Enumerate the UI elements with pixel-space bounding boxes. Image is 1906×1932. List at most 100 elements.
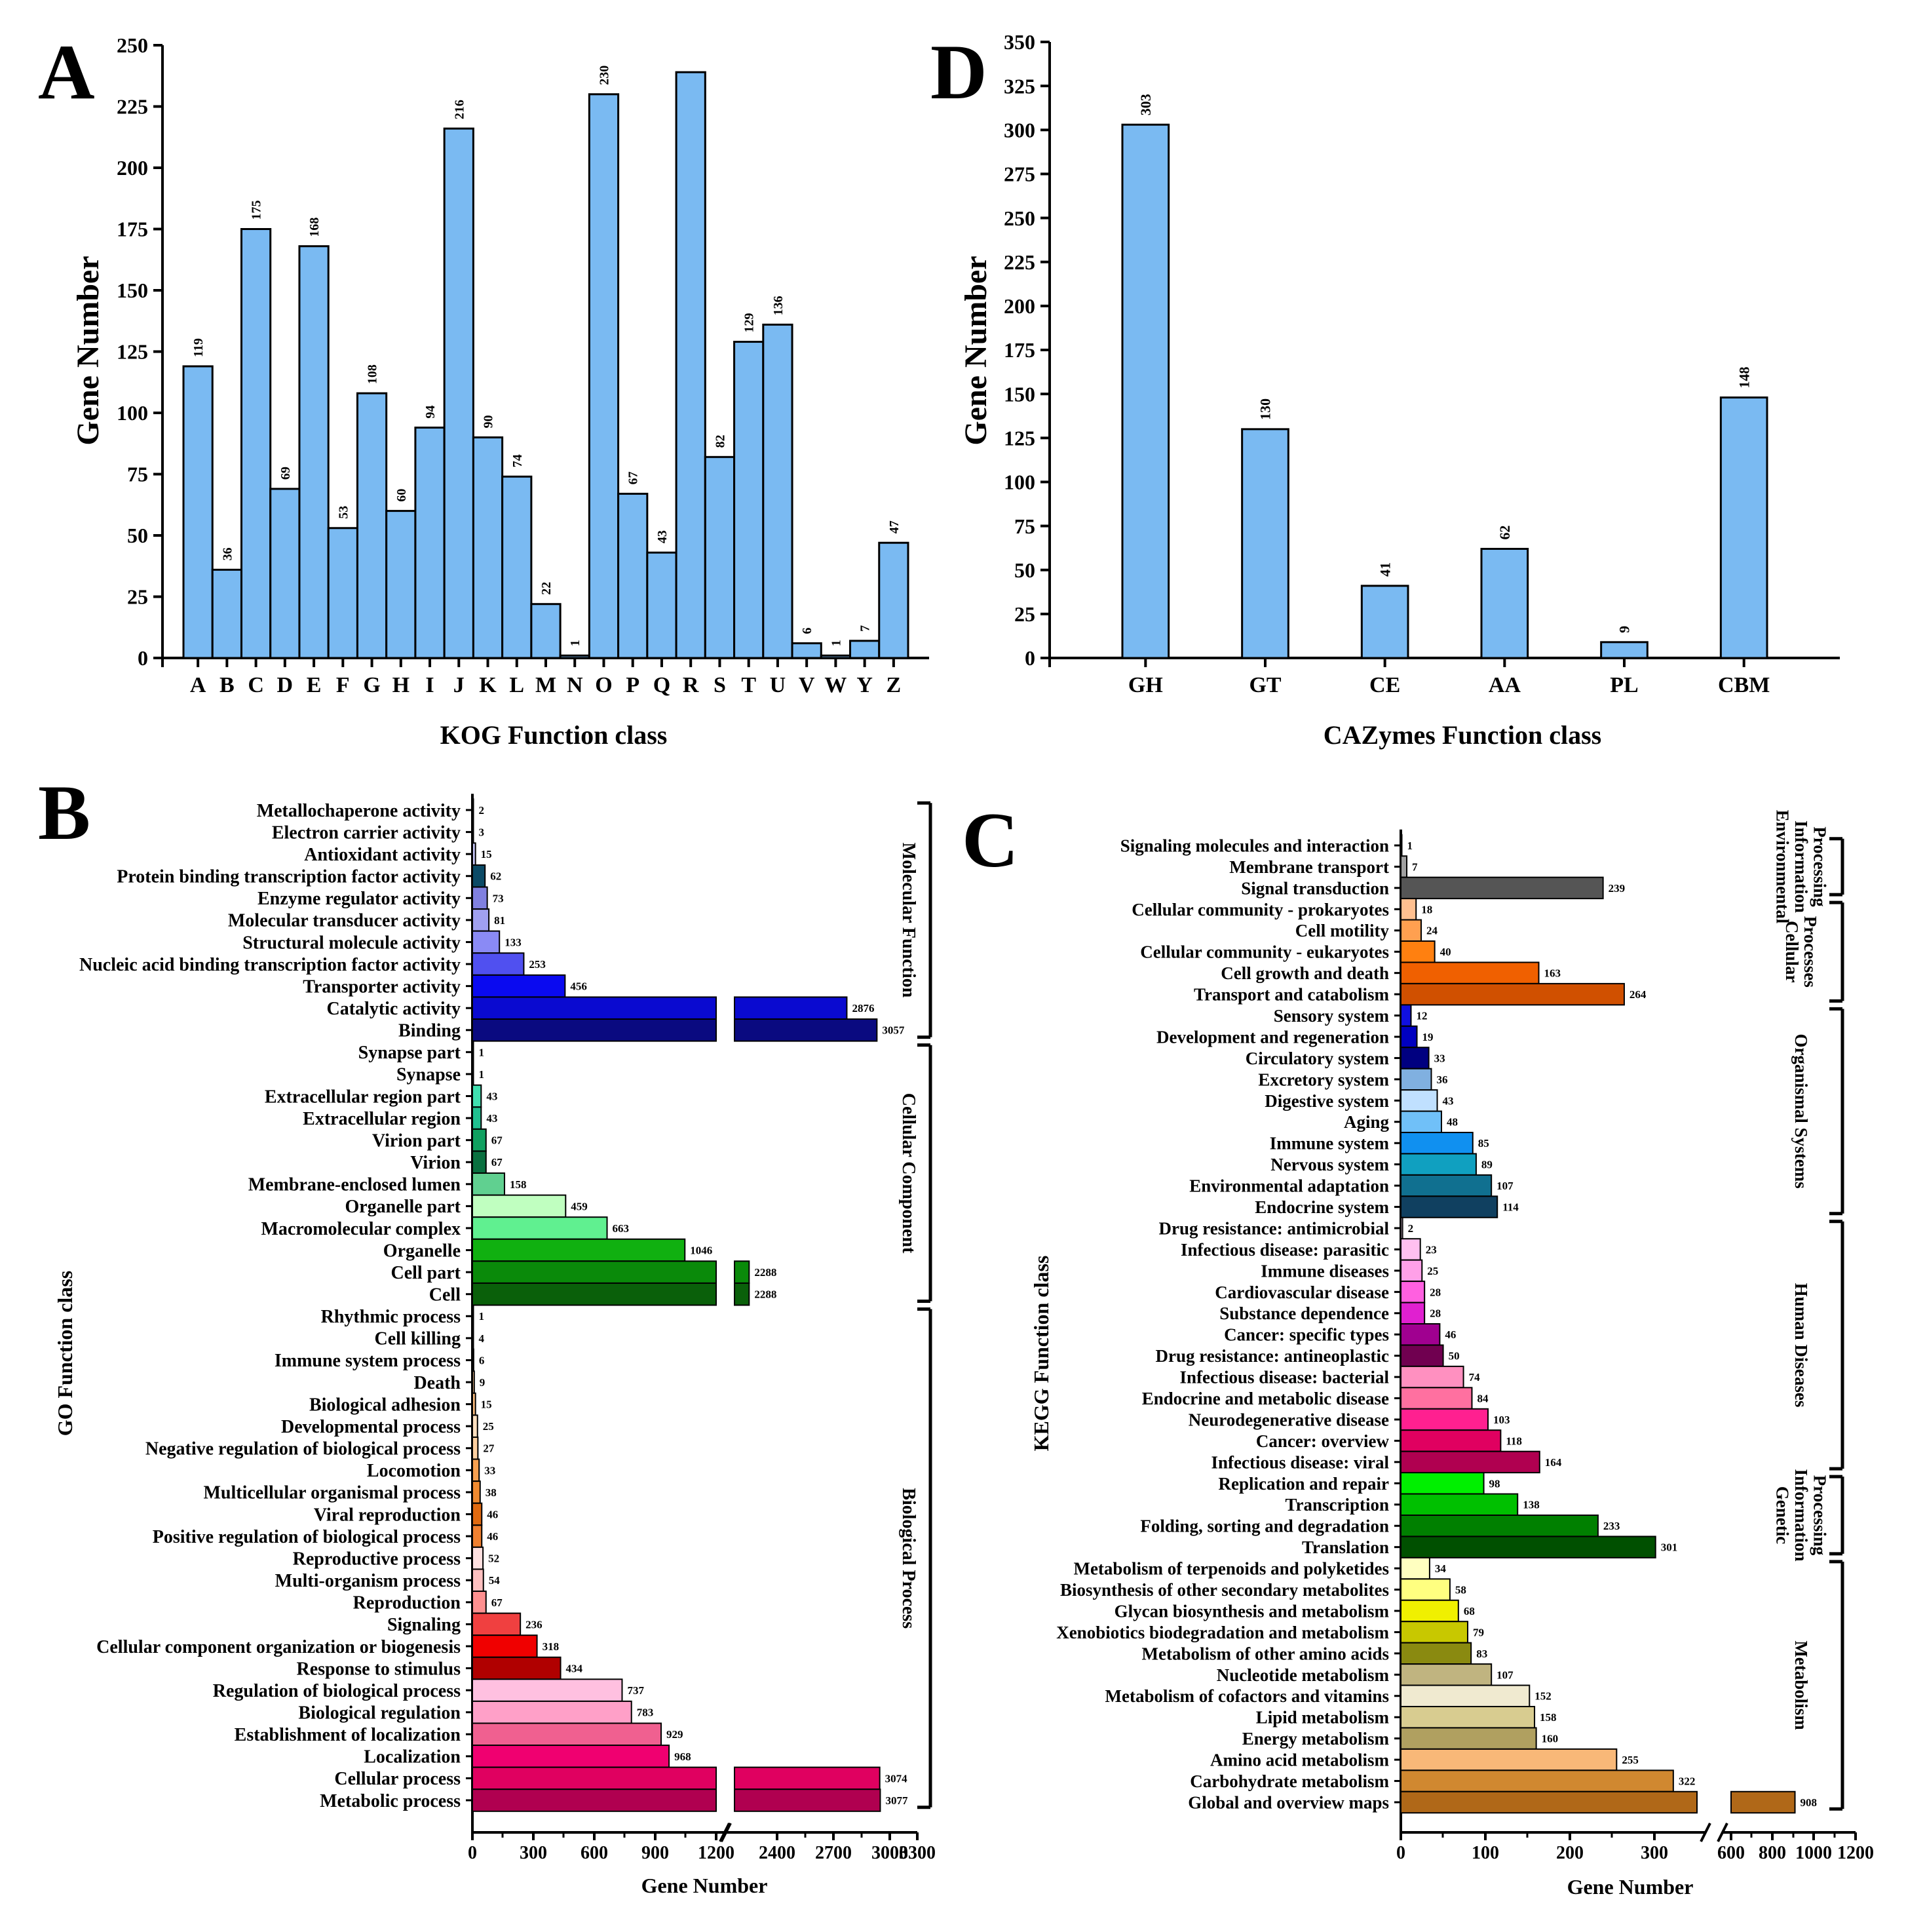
bar [472, 1700, 632, 1724]
bar-S [704, 455, 736, 659]
category-label: Metabolism of terpenoids and polyketides [1073, 1559, 1389, 1579]
category-label: Aging [1344, 1112, 1390, 1132]
panel-c-letter: C [962, 796, 1019, 883]
x-tick-label: J [453, 673, 465, 697]
bar [1400, 940, 1436, 963]
x-tick-label: N [567, 673, 583, 697]
x-tick-label: M [535, 673, 556, 697]
bar [472, 1194, 567, 1218]
value-label: 46 [487, 1530, 498, 1543]
value-label: 129 [742, 313, 757, 333]
bar-W [820, 654, 852, 659]
category-label: Folding, sorting and degradation [1140, 1517, 1389, 1536]
x-tick-label: GH [1128, 673, 1163, 697]
bar [1400, 1621, 1469, 1644]
bar [472, 1458, 480, 1482]
category-label: Cardiovascular disease [1215, 1283, 1389, 1302]
category-label: Organelle [383, 1241, 461, 1261]
bar [472, 952, 525, 976]
value-label: 663 [613, 1222, 630, 1235]
value-label: 74 [510, 454, 525, 467]
category-label: Reproductive process [293, 1549, 461, 1569]
bar [1400, 1706, 1536, 1729]
value-label: 136 [771, 296, 786, 315]
value-label: 908 [1801, 1796, 1818, 1809]
bar-CE [1360, 585, 1409, 659]
bar [472, 1150, 487, 1174]
panel-d-ylabel: Gene Number [959, 256, 993, 445]
bar [1400, 1472, 1485, 1495]
value-label: 43 [655, 530, 670, 543]
bar-E [298, 245, 330, 659]
value-label: 43 [486, 1090, 497, 1102]
category-label: Immune diseases [1261, 1261, 1389, 1281]
category-label: Death [413, 1373, 461, 1393]
value-label: 3074 [885, 1772, 908, 1785]
value-label: 737 [627, 1684, 644, 1697]
bar [472, 1722, 662, 1747]
y-tick-label: 75 [127, 463, 148, 486]
x-tick-label: R [683, 673, 699, 697]
y-tick-label: 250 [117, 33, 148, 57]
x-tick-label: F [336, 673, 350, 697]
bar [1400, 1068, 1432, 1091]
bar [472, 1392, 476, 1416]
bar [1400, 961, 1540, 984]
value-label: 18 [1421, 903, 1432, 916]
x-tick-label: 800 [1759, 1843, 1786, 1863]
bar [1400, 1174, 1493, 1197]
x-tick-label: 600 [1717, 1843, 1745, 1863]
bar [472, 1304, 474, 1328]
value-label: 69 [278, 467, 293, 480]
bar [472, 1502, 483, 1526]
category-label: Drug resistance: antineoplastic [1156, 1346, 1389, 1366]
value-label: 4 [479, 1332, 485, 1345]
bar [472, 1788, 717, 1812]
y-tick-label: 100 [117, 401, 148, 425]
group-label: Metabolism [1791, 1640, 1811, 1730]
category-label: Translation [1302, 1537, 1389, 1557]
value-label: 33 [484, 1464, 495, 1477]
value-label: 456 [570, 980, 587, 993]
x-tick-label: 200 [1556, 1843, 1584, 1863]
y-tick-label: 125 [117, 340, 148, 364]
bar [1400, 1748, 1618, 1771]
x-tick-label: 1200 [1837, 1843, 1874, 1863]
bar [472, 1172, 505, 1196]
category-label: Binding [398, 1021, 461, 1041]
bar [1400, 1727, 1537, 1750]
value-label: 48 [1447, 1116, 1458, 1129]
x-tick-label: 300 [1641, 1843, 1668, 1863]
category-label: Cancer: overview [1256, 1431, 1390, 1451]
bar [1400, 1790, 1698, 1814]
value-label: 1 [1407, 840, 1413, 852]
value-label: 73 [493, 892, 504, 904]
bar-K [472, 436, 504, 659]
bar-F [327, 527, 358, 659]
value-label: 9 [480, 1376, 486, 1389]
group-label: Human Diseases [1791, 1283, 1811, 1408]
bar-Y [849, 640, 881, 659]
value-label: 67 [491, 1156, 503, 1169]
bar [472, 1678, 623, 1702]
category-label: Signaling [387, 1615, 461, 1635]
bar-Z [878, 541, 909, 659]
x-tick-label: P [626, 673, 639, 697]
y-tick-label: 75 [1014, 514, 1035, 538]
x-tick-label: 1200 [698, 1843, 734, 1863]
x-tick-label: D [277, 673, 294, 697]
value-label: 158 [510, 1178, 527, 1191]
value-label: 7 [858, 625, 873, 632]
panel-d-letter: D [930, 28, 987, 115]
x-tick-label: O [595, 673, 612, 697]
category-label: Cancer: specific types [1224, 1325, 1389, 1345]
value-label: 27 [483, 1442, 495, 1455]
bar-O [588, 93, 620, 659]
category-label: Cell killing [375, 1329, 461, 1349]
category-label: Circulatory system [1246, 1049, 1390, 1068]
bar [472, 1546, 484, 1570]
value-label: 53 [336, 506, 351, 519]
bar [472, 1436, 479, 1460]
bar [1400, 1238, 1421, 1261]
x-tick-label: W [824, 673, 847, 697]
